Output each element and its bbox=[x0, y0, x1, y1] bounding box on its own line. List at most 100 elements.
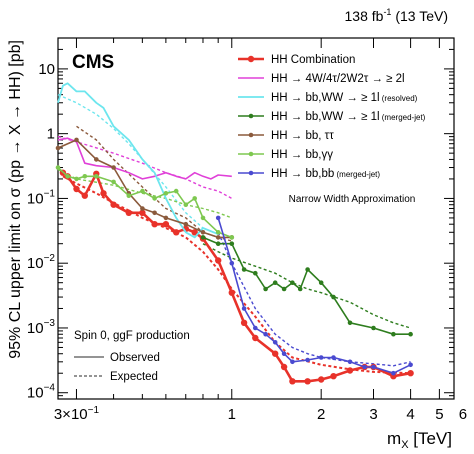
data-point-series-3 bbox=[297, 286, 303, 292]
data-point-series-5 bbox=[200, 215, 206, 221]
data-point-series-0 bbox=[280, 363, 288, 371]
data-point-series-0 bbox=[125, 209, 132, 216]
data-point-series-4 bbox=[74, 137, 79, 143]
data-point-series-6 bbox=[281, 351, 287, 357]
data-point-series-0 bbox=[215, 257, 222, 264]
data-point-series-0 bbox=[289, 378, 296, 385]
data-point-series-3 bbox=[408, 331, 413, 337]
data-point-series-3 bbox=[263, 286, 268, 292]
data-point-series-3 bbox=[290, 280, 295, 286]
legend-marker bbox=[248, 151, 254, 157]
data-point-series-0 bbox=[252, 334, 259, 342]
y-tick-label: 10 bbox=[38, 61, 55, 78]
data-point-series-4 bbox=[55, 145, 61, 151]
data-point-series-4 bbox=[215, 235, 221, 240]
box-expected: Expected bbox=[110, 371, 158, 383]
data-point-series-0 bbox=[81, 192, 89, 199]
data-point-series-5 bbox=[173, 188, 179, 194]
data-point-series-3 bbox=[215, 241, 221, 246]
legend-label: HH → 4W/4τ/2W2τ → ≥ 2l bbox=[271, 73, 405, 85]
data-point-series-5 bbox=[183, 202, 189, 207]
expected-line-series-6 bbox=[217, 232, 411, 367]
data-point-series-6 bbox=[215, 215, 221, 221]
data-point-series-4 bbox=[152, 210, 157, 216]
y-tick-label: 1 bbox=[47, 126, 55, 143]
data-point-series-5 bbox=[74, 176, 79, 182]
observed-line-series-4 bbox=[57, 139, 232, 239]
legend-label: HH → bb,bb (merged-jet) bbox=[271, 168, 380, 180]
data-point-series-6 bbox=[290, 359, 295, 365]
data-point-series-3 bbox=[347, 320, 353, 326]
data-point-series-5 bbox=[215, 230, 221, 235]
y-tick-label: 10−2 bbox=[27, 253, 56, 272]
observed-line-series-1 bbox=[57, 137, 232, 180]
axis-ticks: 3×10−1 1 2 3 4 5 6 10 1 10−1 10−2 10−3 10−4 bbox=[27, 37, 467, 423]
x-tick-label: 3 bbox=[369, 406, 377, 423]
data-point-series-6 bbox=[318, 355, 324, 360]
style-box: Spin 0, ggF production Observed Expected bbox=[74, 330, 190, 383]
x-tick-label: 3×10−1 bbox=[54, 405, 100, 423]
data-point-series-5 bbox=[192, 196, 197, 201]
data-point-series-6 bbox=[272, 340, 278, 345]
data-point-series-3 bbox=[391, 331, 396, 337]
expected-line-series-1 bbox=[57, 135, 233, 200]
data-point-series-0 bbox=[173, 229, 180, 236]
data-point-series-4 bbox=[163, 215, 169, 221]
data-point-series-0 bbox=[318, 376, 325, 383]
data-point-series-0 bbox=[151, 221, 158, 228]
legend-marker bbox=[248, 113, 254, 119]
data-point-series-5 bbox=[140, 188, 145, 194]
data-point-series-5 bbox=[65, 174, 70, 179]
data-point-series-3 bbox=[318, 280, 324, 286]
data-point-series-0 bbox=[330, 373, 337, 380]
data-point-series-0 bbox=[191, 229, 198, 236]
data-point-series-6 bbox=[253, 325, 258, 331]
data-point-series-3 bbox=[371, 325, 376, 331]
data-point-series-3 bbox=[253, 270, 258, 276]
observed-line-series-5 bbox=[57, 166, 233, 239]
x-tick-label: 4 bbox=[406, 406, 414, 423]
data-point-series-0 bbox=[139, 209, 146, 216]
data-point-series-0 bbox=[346, 367, 354, 374]
y-axis-label: 95% CL upper limit on σ (pp → X → HH) [p… bbox=[7, 40, 24, 359]
plot-header: 138 fb-1 (13 TeV) bbox=[345, 7, 449, 24]
expected-line-series-3 bbox=[202, 243, 411, 329]
data-point-series-0 bbox=[272, 350, 279, 357]
data-point-series-6 bbox=[241, 306, 247, 311]
data-point-series-3 bbox=[281, 286, 287, 292]
box-title: Spin 0, ggF production bbox=[74, 330, 190, 342]
data-point-series-6 bbox=[408, 362, 413, 368]
legend-label: HH → bb,WW → ≥ 1l (merged-jet) bbox=[271, 111, 426, 123]
data-point-series-6 bbox=[229, 260, 235, 266]
observed-line-series-2 bbox=[57, 82, 219, 239]
y-tick-label: 10−4 bbox=[27, 383, 56, 402]
legend: HH Combination HH → 4W/4τ/2W2τ → ≥ 2l HH →… bbox=[238, 54, 426, 180]
data-point-series-5 bbox=[82, 174, 88, 179]
data-point-series-5 bbox=[126, 193, 132, 198]
data-point-series-3 bbox=[305, 267, 310, 272]
observed-line-series-3 bbox=[202, 236, 411, 335]
observed-line-series-6 bbox=[217, 217, 411, 374]
legend-marker bbox=[248, 132, 254, 138]
data-point-series-0 bbox=[228, 289, 235, 296]
x-tick-label: 6 bbox=[459, 406, 467, 423]
y-tick-label: 10−1 bbox=[27, 188, 56, 207]
legend-label: HH Combination bbox=[271, 54, 355, 66]
data-point-series-3 bbox=[200, 235, 206, 240]
legend-marker bbox=[248, 170, 254, 176]
data-point-series-5 bbox=[94, 174, 99, 179]
data-point-series-5 bbox=[111, 179, 116, 185]
data-point-series-6 bbox=[263, 331, 268, 337]
data-point-series-6 bbox=[347, 359, 353, 365]
box-observed: Observed bbox=[110, 352, 160, 364]
legend-label: HH → bb,γγ bbox=[271, 149, 333, 161]
data-point-series-5 bbox=[55, 165, 61, 170]
y-tick-label: 10−3 bbox=[27, 318, 56, 337]
x-tick-label: 2 bbox=[317, 406, 325, 423]
data-point-series-0 bbox=[100, 190, 107, 197]
data-point-series-6 bbox=[362, 364, 367, 370]
data-point-series-6 bbox=[305, 357, 310, 363]
expected-line-series-2 bbox=[57, 94, 219, 235]
data-point-series-5 bbox=[163, 191, 169, 196]
data-point-series-4 bbox=[200, 230, 206, 235]
